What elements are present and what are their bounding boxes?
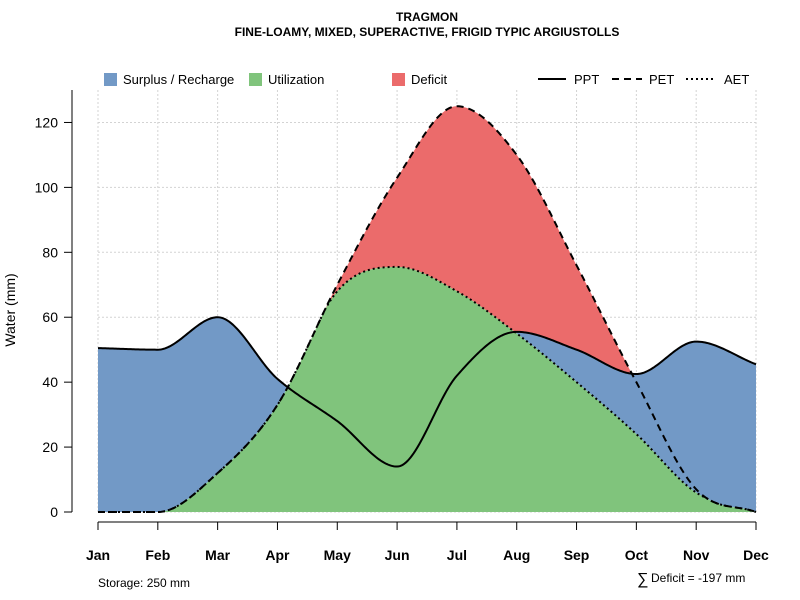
x-tick-label-jun: Jun	[385, 547, 410, 563]
legend: Surplus / Recharge Utilization Deficit P…	[104, 72, 749, 87]
series-lines	[97, 105, 757, 513]
y-tick-label: 120	[35, 114, 59, 130]
legend-label-ppt: PPT	[574, 72, 599, 87]
deficit-area	[98, 106, 756, 387]
x-tick-label-mar: Mar	[205, 547, 230, 563]
y-tick-label: 80	[42, 244, 58, 260]
y-tick-label: 100	[35, 179, 59, 195]
x-tick-label-may: May	[324, 547, 351, 563]
y-tick-label: 20	[42, 439, 58, 455]
ppt-line	[97, 316, 757, 468]
sum-symbol: ∑	[637, 571, 648, 588]
chart-subtitle: FINE-LOAMY, MIXED, SUPERACTIVE, FRIGID T…	[235, 25, 620, 39]
utilization-area	[98, 266, 756, 512]
legend-label-aet: AET	[724, 72, 749, 87]
x-tick-label-aug: Aug	[503, 547, 530, 563]
x-tick-label-oct: Oct	[625, 547, 649, 563]
legend-label-deficit: Deficit	[411, 72, 448, 87]
x-tick-label-jan: Jan	[86, 547, 110, 563]
x-tick-label-sep: Sep	[564, 547, 590, 563]
x-tick-label-jul: Jul	[447, 547, 467, 563]
legend-swatch-surplus	[104, 73, 117, 86]
y-tick-label: 40	[42, 374, 58, 390]
storage-annotation: Storage: 250 mm	[98, 576, 190, 590]
x-tick-label-nov: Nov	[683, 547, 710, 563]
area-fills	[98, 106, 756, 512]
x-tick-label-apr: Apr	[265, 547, 290, 563]
x-tick-label-dec: Dec	[743, 547, 769, 563]
x-tick-label-feb: Feb	[145, 547, 170, 563]
legend-label-utilization: Utilization	[268, 72, 324, 87]
y-tick-label: 60	[42, 309, 58, 325]
deficit-annotation: Deficit = -197 mm	[651, 571, 745, 585]
y-tick-label: 0	[50, 504, 58, 520]
aet-line	[98, 265, 757, 513]
y-axis-label: Water (mm)	[2, 273, 18, 346]
legend-label-pet: PET	[649, 72, 674, 87]
legend-label-surplus: Surplus / Recharge	[123, 72, 234, 87]
chart-title: TRAGMON	[396, 10, 458, 24]
legend-swatch-deficit	[392, 73, 405, 86]
axes: 0 20 40 60 80 100 120 Jan Feb Mar Apr May Jun Jul Aug S…	[35, 90, 769, 563]
legend-swatch-utilization	[249, 73, 262, 86]
